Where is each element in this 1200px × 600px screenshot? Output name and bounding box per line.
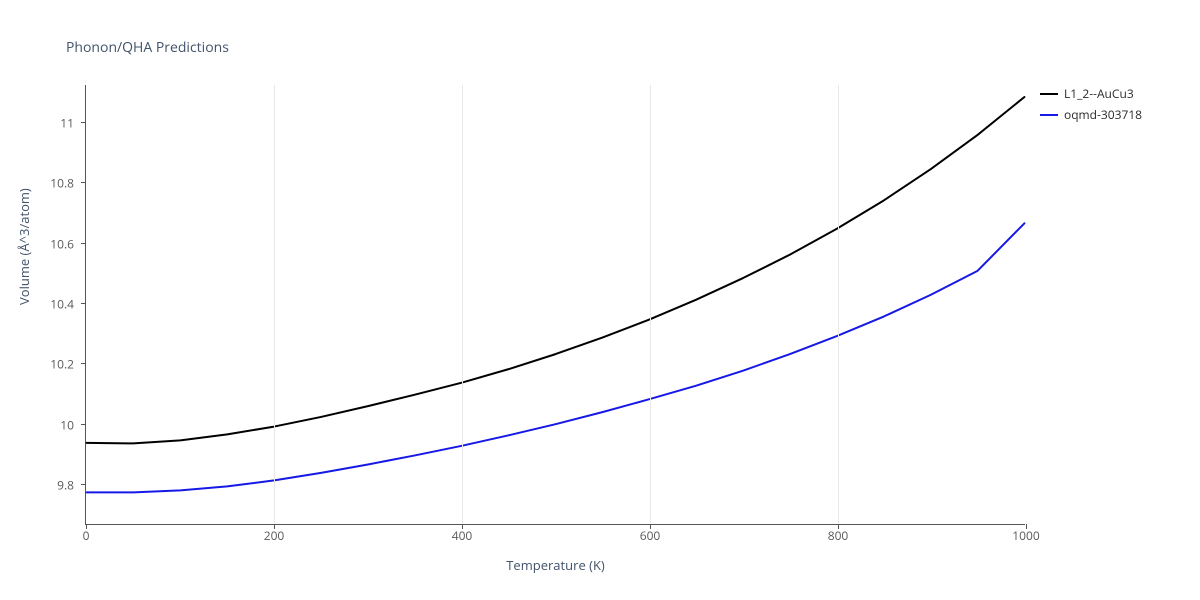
grid-line-vertical: [650, 85, 651, 524]
legend-item[interactable]: oqmd-303718: [1040, 106, 1142, 123]
grid-line-vertical: [274, 85, 275, 524]
y-tick-label: 11: [60, 115, 74, 132]
y-tick-label: 10.4: [50, 296, 74, 313]
y-tick-label: 9.8: [57, 476, 74, 493]
x-tick-label: 400: [452, 527, 473, 544]
chart-container: Temperature (K) Volume (Å^3/atom) 0 200 40…: [0, 75, 1200, 600]
y-tick-mark: [81, 424, 86, 425]
grid-line-vertical: [462, 85, 463, 524]
chart-svg: [86, 85, 1025, 524]
legend-item[interactable]: L1_2--AuCu3: [1040, 85, 1142, 102]
y-tick-label: 10: [60, 416, 74, 433]
y-tick-mark: [81, 303, 86, 304]
legend-label: L1_2--AuCu3: [1064, 85, 1134, 102]
x-tick-label: 600: [640, 527, 661, 544]
legend-swatch: [1040, 93, 1058, 95]
x-tick-label: 0: [83, 527, 90, 544]
grid-line-vertical: [838, 85, 839, 524]
plot-area[interactable]: Temperature (K) Volume (Å^3/atom) 020040…: [85, 85, 1025, 525]
y-tick-label: 10.2: [50, 356, 74, 373]
y-tick-label: 10.6: [50, 235, 74, 252]
y-tick-mark: [81, 243, 86, 244]
x-tick-label: 200: [264, 527, 285, 544]
x-axis-label: Temperature (K): [506, 556, 605, 574]
y-tick-mark: [81, 122, 86, 123]
x-tick-label: 1000: [1012, 527, 1039, 544]
chart-title: Phonon/QHA Predictions: [66, 38, 229, 57]
series-line[interactable]: [87, 97, 1025, 443]
legend: L1_2--AuCu3 oqmd-303718: [1040, 85, 1142, 127]
y-tick-mark: [81, 484, 86, 485]
series-line[interactable]: [87, 223, 1025, 492]
legend-swatch: [1040, 114, 1058, 116]
y-tick-mark: [81, 363, 86, 364]
legend-label: oqmd-303718: [1064, 106, 1142, 123]
x-tick-label: 800: [828, 527, 849, 544]
y-tick-mark: [81, 182, 86, 183]
y-tick-label: 10.8: [50, 175, 74, 192]
y-axis-label: Volume (Å^3/atom): [15, 188, 33, 305]
